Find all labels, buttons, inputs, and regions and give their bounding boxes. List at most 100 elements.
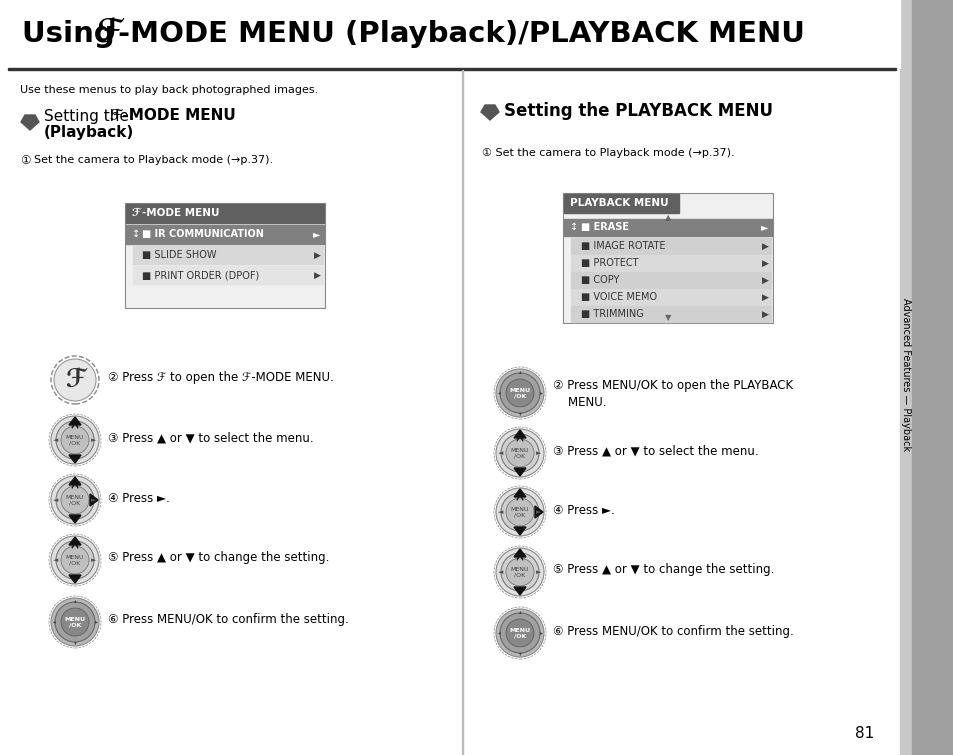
Text: ▴: ▴	[518, 609, 521, 615]
Text: ▴: ▴	[518, 369, 521, 374]
Text: ■ VOICE MEMO: ■ VOICE MEMO	[580, 292, 657, 302]
Circle shape	[54, 359, 96, 401]
Text: ℱ: ℱ	[65, 368, 85, 392]
Bar	[563, 194, 679, 213]
Text: ■ IMAGE ROTATE: ■ IMAGE ROTATE	[580, 241, 665, 251]
Text: MENU
/OK: MENU /OK	[66, 495, 84, 505]
Text: MENU
/OK: MENU /OK	[510, 448, 529, 458]
Bar	[571, 238, 770, 254]
Circle shape	[51, 416, 99, 464]
Text: ◄: ◄	[497, 509, 503, 515]
Text: ◄: ◄	[497, 569, 503, 575]
Bar	[899, 0, 953, 755]
Bar	[562, 193, 772, 323]
Text: ▶: ▶	[760, 242, 767, 251]
Text: ■ PROTECT: ■ PROTECT	[580, 258, 638, 268]
Circle shape	[55, 602, 95, 642]
Text: ↕: ↕	[132, 229, 140, 239]
Text: ►: ►	[91, 557, 96, 563]
Text: ▲: ▲	[664, 214, 671, 223]
Circle shape	[505, 439, 534, 467]
Text: ◂: ◂	[497, 630, 500, 636]
Circle shape	[61, 486, 89, 514]
Text: ↕: ↕	[569, 222, 578, 232]
Polygon shape	[514, 587, 525, 595]
Circle shape	[51, 598, 99, 646]
Text: ◄: ◄	[53, 557, 59, 563]
Circle shape	[500, 553, 538, 591]
Text: ■ IR COMMUNICATION: ■ IR COMMUNICATION	[142, 229, 264, 239]
Text: MENU
/OK: MENU /OK	[65, 617, 86, 627]
Circle shape	[496, 548, 543, 596]
Text: ▾: ▾	[518, 411, 521, 417]
Text: ◄: ◄	[497, 450, 503, 456]
Bar	[563, 219, 771, 236]
Bar	[8, 68, 895, 69]
Text: MENU
/OK: MENU /OK	[509, 628, 530, 638]
Bar	[461, 70, 462, 755]
Bar	[571, 255, 770, 271]
Polygon shape	[90, 494, 98, 506]
Circle shape	[496, 609, 543, 657]
Text: ■ SLIDE SHOW: ■ SLIDE SHOW	[142, 250, 216, 260]
Polygon shape	[69, 515, 81, 523]
Text: MENU
/OK: MENU /OK	[510, 567, 529, 578]
Polygon shape	[69, 575, 81, 583]
Text: ■ TRIMMING: ■ TRIMMING	[580, 309, 643, 319]
Text: ►: ►	[91, 437, 96, 443]
Text: ▶: ▶	[760, 310, 767, 319]
Circle shape	[499, 613, 539, 653]
Text: ⑥ Press MENU/OK to confirm the setting.: ⑥ Press MENU/OK to confirm the setting.	[108, 614, 349, 627]
Text: ▾: ▾	[518, 652, 521, 657]
Text: ◄: ◄	[53, 497, 59, 503]
Bar	[0, 0, 899, 68]
Polygon shape	[514, 430, 525, 438]
Text: ℱ-MODE MENU: ℱ-MODE MENU	[110, 109, 235, 124]
Circle shape	[496, 369, 543, 417]
Polygon shape	[535, 506, 542, 518]
Text: ② Press MENU/OK to open the PLAYBACK: ② Press MENU/OK to open the PLAYBACK	[553, 380, 792, 393]
Text: ④ Press ►.: ④ Press ►.	[108, 492, 170, 504]
Text: ④ Press ►.: ④ Press ►.	[553, 504, 614, 516]
Text: ■ ERASE: ■ ERASE	[580, 222, 628, 232]
Polygon shape	[514, 489, 525, 497]
Text: ▸: ▸	[539, 630, 542, 636]
Bar	[571, 289, 770, 305]
Text: -MODE MENU: -MODE MENU	[142, 208, 219, 218]
Circle shape	[505, 498, 534, 526]
Text: ▸: ▸	[539, 390, 542, 396]
Text: ◂: ◂	[52, 620, 55, 624]
Circle shape	[505, 558, 534, 586]
Bar	[571, 306, 770, 322]
Text: Advanced Features — Playback: Advanced Features — Playback	[900, 298, 910, 451]
Circle shape	[56, 421, 94, 459]
Text: ⑤ Press ▲ or ▼ to change the setting.: ⑤ Press ▲ or ▼ to change the setting.	[553, 563, 774, 577]
Polygon shape	[480, 105, 498, 120]
Text: ⑤ Press ▲ or ▼ to change the setting.: ⑤ Press ▲ or ▼ to change the setting.	[108, 551, 329, 565]
Circle shape	[51, 476, 99, 524]
Text: -MODE MENU (Playback)/PLAYBACK MENU: -MODE MENU (Playback)/PLAYBACK MENU	[118, 20, 804, 48]
Circle shape	[51, 536, 99, 584]
Text: Setting the PLAYBACK MENU: Setting the PLAYBACK MENU	[503, 102, 772, 120]
Bar	[125, 203, 325, 308]
Text: ③ Press ▲ or ▼ to select the menu.: ③ Press ▲ or ▼ to select the menu.	[553, 445, 758, 458]
Text: ▴: ▴	[73, 599, 76, 603]
Bar	[571, 272, 770, 288]
Text: ►: ►	[91, 497, 96, 503]
Text: MENU.: MENU.	[553, 396, 606, 409]
Circle shape	[496, 429, 543, 477]
Text: MENU
/OK: MENU /OK	[509, 388, 530, 398]
Text: ►: ►	[536, 569, 541, 575]
Text: ① Set the camera to Playback mode (→p.37).: ① Set the camera to Playback mode (→p.37…	[481, 148, 734, 158]
Polygon shape	[514, 549, 525, 557]
Polygon shape	[514, 527, 525, 535]
Text: PLAYBACK MENU: PLAYBACK MENU	[569, 198, 668, 208]
Polygon shape	[69, 537, 81, 545]
Circle shape	[496, 488, 543, 536]
Polygon shape	[21, 115, 39, 130]
Text: MENU
/OK: MENU /OK	[510, 507, 529, 517]
Text: MENU
/OK: MENU /OK	[66, 555, 84, 565]
Circle shape	[505, 619, 534, 647]
Text: ▶: ▶	[760, 292, 767, 301]
Circle shape	[56, 481, 94, 519]
